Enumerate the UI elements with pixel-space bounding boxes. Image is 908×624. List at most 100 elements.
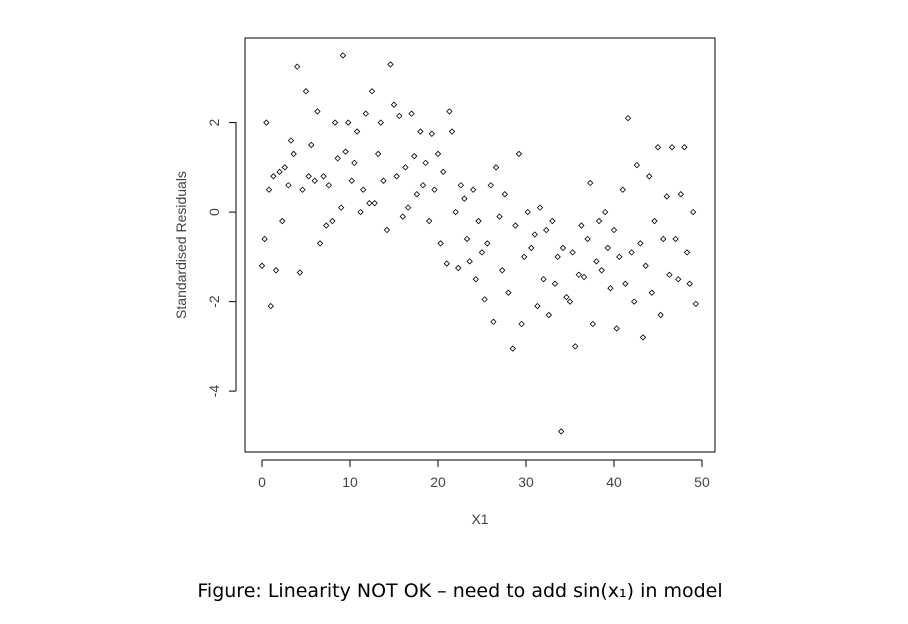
point xyxy=(428,130,435,137)
point xyxy=(339,52,347,59)
point xyxy=(281,164,289,171)
point xyxy=(549,217,556,225)
point xyxy=(290,150,297,158)
point xyxy=(434,150,442,158)
point xyxy=(320,173,327,180)
point xyxy=(393,173,400,180)
point xyxy=(413,191,421,198)
point xyxy=(598,267,605,274)
y-axis-label: Standardised Residuals xyxy=(173,171,189,319)
y-tick-label: -2 xyxy=(206,295,222,308)
point xyxy=(443,260,450,267)
point xyxy=(633,161,641,169)
point xyxy=(440,168,447,175)
point xyxy=(437,240,444,247)
point xyxy=(628,249,635,256)
point xyxy=(646,173,653,180)
point xyxy=(610,226,618,234)
point xyxy=(402,164,409,171)
point xyxy=(566,298,574,305)
point xyxy=(296,269,303,276)
point xyxy=(265,186,273,193)
point xyxy=(686,280,693,287)
point xyxy=(589,320,597,328)
point xyxy=(305,173,312,180)
point xyxy=(461,195,468,202)
point xyxy=(569,249,576,256)
point xyxy=(521,253,528,261)
point xyxy=(338,204,345,211)
point xyxy=(380,177,387,184)
point xyxy=(496,213,503,220)
point xyxy=(287,137,295,144)
point xyxy=(316,240,324,247)
point xyxy=(351,159,358,167)
x-tick-label: 0 xyxy=(258,474,266,490)
point xyxy=(452,208,459,216)
point xyxy=(357,208,364,216)
point xyxy=(481,296,488,303)
point xyxy=(490,318,497,325)
point xyxy=(587,179,594,187)
point xyxy=(399,213,406,220)
point xyxy=(342,148,349,155)
point xyxy=(329,217,336,225)
point xyxy=(683,249,691,256)
point xyxy=(660,235,667,243)
point xyxy=(334,155,341,162)
point xyxy=(607,285,614,292)
point xyxy=(314,108,321,115)
point xyxy=(267,302,274,310)
point xyxy=(475,217,482,225)
point xyxy=(276,168,283,175)
point xyxy=(383,226,391,234)
point xyxy=(463,235,471,243)
point xyxy=(411,152,418,160)
point xyxy=(325,182,333,189)
point xyxy=(368,88,376,95)
point xyxy=(657,311,664,319)
point xyxy=(499,267,506,274)
point xyxy=(642,262,649,269)
y-tick-label: 0 xyxy=(206,208,222,216)
point xyxy=(362,110,369,117)
point xyxy=(345,119,352,126)
point xyxy=(559,244,567,252)
point xyxy=(675,276,682,283)
point xyxy=(651,217,658,225)
point xyxy=(593,258,600,265)
point xyxy=(408,110,415,117)
point xyxy=(663,193,670,200)
point xyxy=(572,343,579,350)
point xyxy=(528,244,535,252)
point xyxy=(431,186,438,193)
point xyxy=(387,61,394,68)
point xyxy=(505,289,512,296)
point xyxy=(348,177,355,184)
point xyxy=(263,119,270,126)
point xyxy=(487,182,494,189)
point xyxy=(377,119,384,126)
point xyxy=(353,128,361,135)
x-tick-label: 50 xyxy=(694,474,710,490)
point xyxy=(613,325,620,332)
point xyxy=(624,114,632,122)
x-tick-label: 10 xyxy=(342,474,358,490)
point xyxy=(294,63,301,70)
point xyxy=(258,262,266,269)
point xyxy=(299,186,306,193)
point xyxy=(371,199,378,207)
point xyxy=(692,300,699,308)
point xyxy=(578,222,585,229)
point xyxy=(551,280,559,287)
point xyxy=(558,428,565,435)
point xyxy=(308,141,315,149)
point xyxy=(470,186,477,193)
point xyxy=(524,208,531,216)
point xyxy=(331,119,339,126)
point xyxy=(302,88,310,95)
point xyxy=(419,182,427,189)
point xyxy=(466,258,473,265)
y-tick-label: -4 xyxy=(206,385,222,398)
